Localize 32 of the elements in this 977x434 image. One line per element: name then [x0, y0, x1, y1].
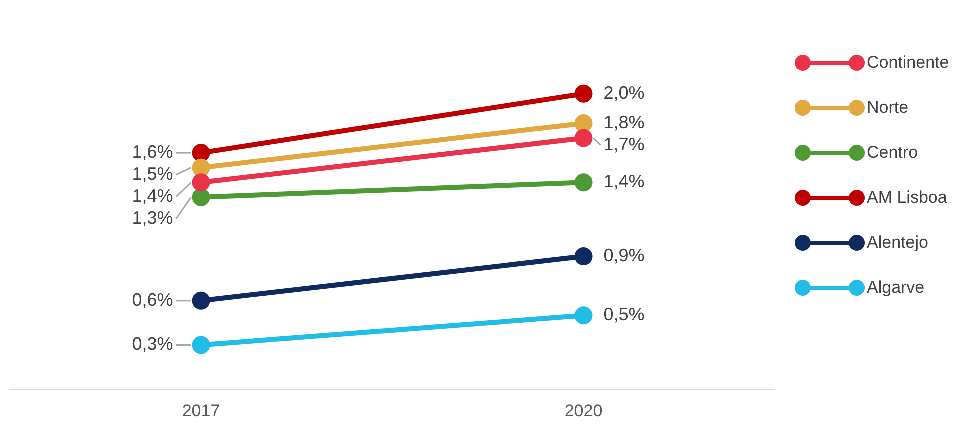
- data-label: 0,9%: [604, 246, 645, 266]
- data-label: 1,6%: [132, 142, 174, 162]
- point: [192, 174, 210, 192]
- point: [192, 292, 210, 310]
- data-label: 1,4%: [604, 172, 645, 192]
- point: [574, 248, 593, 266]
- point: [192, 158, 210, 177]
- point: [574, 114, 593, 132]
- legend-label: Alentejo: [867, 232, 928, 252]
- legend-label: Norte: [867, 98, 909, 118]
- data-label: 1,5%: [132, 164, 174, 184]
- data-label: 1,7%: [604, 134, 645, 154]
- data-label: 0,3%: [132, 334, 174, 354]
- data-label: 0,5%: [604, 304, 645, 325]
- x-tick-label: 2017: [182, 401, 220, 420]
- point: [574, 174, 593, 192]
- data-label: 2,0%: [604, 82, 645, 103]
- point: [192, 144, 210, 162]
- point: [192, 336, 210, 354]
- point: [574, 84, 593, 103]
- data-label: 1,8%: [604, 112, 645, 132]
- data-label: 1,4%: [132, 186, 174, 206]
- x-tick-label: 2020: [564, 401, 603, 420]
- legend-label: Algarve: [867, 278, 925, 298]
- legend-label: Centro: [867, 142, 918, 162]
- data-label: 0,6%: [132, 290, 174, 310]
- point: [574, 129, 593, 148]
- legend-label: Continente: [867, 52, 950, 72]
- legend-label: AM Lisboa: [867, 188, 948, 208]
- data-label: 1,3%: [132, 208, 174, 228]
- point: [574, 306, 593, 325]
- point: [192, 188, 210, 206]
